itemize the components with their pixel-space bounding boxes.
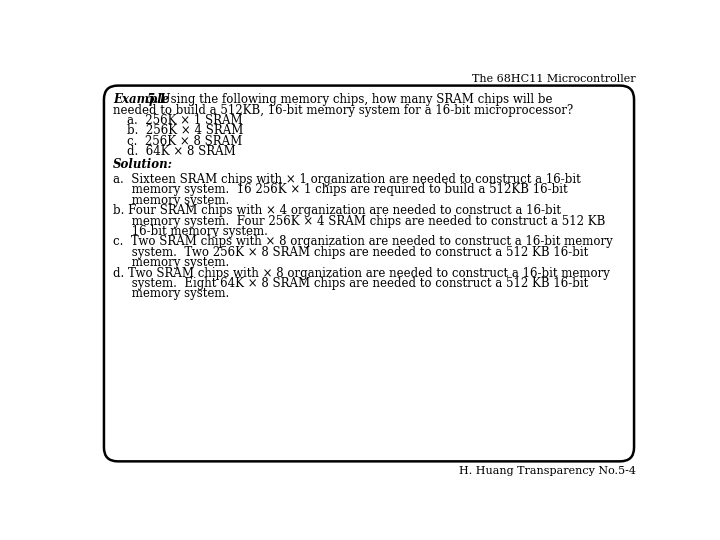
FancyBboxPatch shape xyxy=(104,85,634,461)
Text: d. Two SRAM chips with × 8 organization are needed to construct a 16-bit memory: d. Two SRAM chips with × 8 organization … xyxy=(113,267,610,280)
Text: needed to build a 512KB, 16-bit memory system for a 16-bit microprocessor?: needed to build a 512KB, 16-bit memory s… xyxy=(113,104,574,117)
Text: Using the following memory chips, how many SRAM chips will be: Using the following memory chips, how ma… xyxy=(157,93,552,106)
Text: 5.1: 5.1 xyxy=(147,93,167,106)
Text: memory system.  Four 256K × 4 SRAM chips are needed to construct a 512 KB: memory system. Four 256K × 4 SRAM chips … xyxy=(113,214,606,227)
Text: Solution:: Solution: xyxy=(113,158,174,171)
Text: system.  Eight 64K × 8 SRAM chips are needed to construct a 512 KB 16-bit: system. Eight 64K × 8 SRAM chips are nee… xyxy=(113,277,588,290)
Text: c.  Two SRAM chips with × 8 organization are needed to construct a 16-bit memory: c. Two SRAM chips with × 8 organization … xyxy=(113,235,613,248)
Text: Example: Example xyxy=(113,93,174,106)
Text: H. Huang Transparency No.5-4: H. Huang Transparency No.5-4 xyxy=(459,466,636,476)
Text: c.  256K × 8 SRAM: c. 256K × 8 SRAM xyxy=(127,135,243,148)
Text: a.  256K × 1 SRAM: a. 256K × 1 SRAM xyxy=(127,114,243,127)
Text: memory system.: memory system. xyxy=(113,287,230,300)
Text: d.  64K × 8 SRAM: d. 64K × 8 SRAM xyxy=(127,145,236,158)
Text: memory system.: memory system. xyxy=(113,194,230,207)
Text: b.  256K × 4 SRAM: b. 256K × 4 SRAM xyxy=(127,125,243,138)
Text: a.  Sixteen SRAM chips with × 1 organization are needed to construct a 16-bit: a. Sixteen SRAM chips with × 1 organizat… xyxy=(113,173,581,186)
Text: memory system.: memory system. xyxy=(113,256,230,269)
Text: memory system.  16 256K × 1 chips are required to build a 512KB 16-bit: memory system. 16 256K × 1 chips are req… xyxy=(113,184,568,197)
Text: 16-bit memory system.: 16-bit memory system. xyxy=(113,225,268,238)
Text: b. Four SRAM chips with × 4 organization are needed to construct a 16-bit: b. Four SRAM chips with × 4 organization… xyxy=(113,204,562,217)
Text: The 68HC11 Microcontroller: The 68HC11 Microcontroller xyxy=(472,74,636,84)
Text: system.  Two 256K × 8 SRAM chips are needed to construct a 512 KB 16-bit: system. Two 256K × 8 SRAM chips are need… xyxy=(113,246,588,259)
